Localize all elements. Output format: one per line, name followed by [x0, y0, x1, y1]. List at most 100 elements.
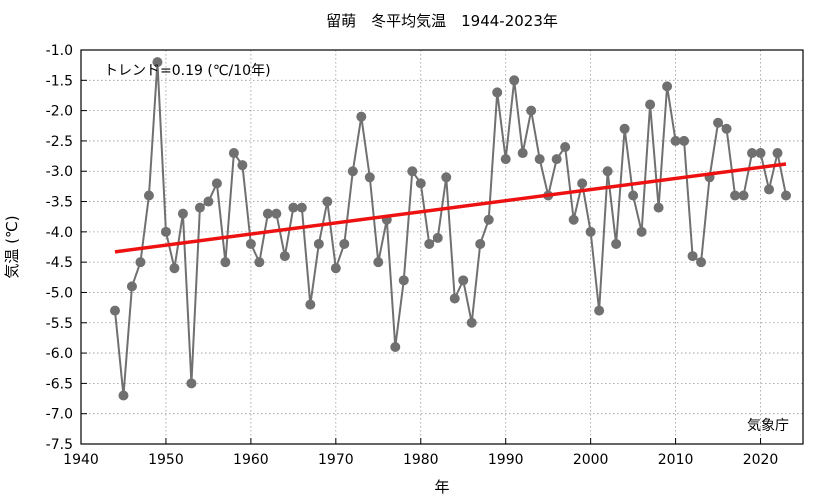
data-point [645, 99, 656, 110]
data-point [551, 154, 562, 165]
y-tick-label: -4.0 [46, 225, 73, 241]
chart-title: 留萌 冬平均気温 1944-2023年 [326, 12, 558, 30]
data-point [483, 214, 494, 225]
data-point [424, 238, 435, 249]
data-point [322, 196, 333, 207]
data-point [203, 196, 214, 207]
data-point [628, 190, 639, 201]
data-point [653, 202, 664, 213]
data-point [373, 257, 384, 268]
data-point [738, 190, 749, 201]
data-point [500, 154, 511, 165]
data-point [126, 281, 137, 292]
data-point [534, 154, 545, 165]
x-tick-label: 1960 [233, 452, 269, 468]
data-point [356, 111, 367, 122]
data-point [118, 390, 129, 401]
data-point [169, 263, 180, 274]
data-point [228, 148, 239, 159]
y-tick-label: -6.5 [46, 376, 73, 392]
y-tick-label: -5.5 [46, 316, 73, 332]
data-point [152, 57, 163, 68]
y-tick-label: -6.0 [46, 346, 73, 362]
data-point [619, 123, 630, 134]
data-point [220, 257, 231, 268]
data-point [330, 263, 341, 274]
data-point [296, 202, 307, 213]
data-point [177, 208, 188, 219]
data-point [407, 166, 418, 177]
y-tick-label: -2.5 [46, 134, 73, 150]
data-point [696, 257, 707, 268]
data-point [449, 293, 460, 304]
x-tick-label: 2020 [743, 452, 779, 468]
x-axis-label: 年 [434, 478, 449, 496]
x-tick-label: 1990 [488, 452, 524, 468]
data-point [237, 160, 248, 171]
grid-lines [81, 50, 803, 444]
data-point [560, 141, 571, 152]
data-point [679, 135, 690, 146]
data-point [526, 105, 537, 116]
x-tick-label: 1940 [63, 452, 99, 468]
data-point [755, 148, 766, 159]
data-point [721, 123, 732, 134]
data-point [432, 232, 443, 243]
trend-label: トレンド=0.19 (℃/10年) [104, 63, 271, 79]
x-tick-label: 1950 [148, 452, 184, 468]
data-point [143, 190, 154, 201]
data-point [347, 166, 358, 177]
y-tick-label: -4.5 [46, 255, 73, 271]
data-point [254, 257, 265, 268]
data-point [730, 190, 741, 201]
data-point [611, 238, 622, 249]
data-point [662, 81, 673, 92]
data-point [772, 148, 783, 159]
data-point [339, 238, 350, 249]
data-point [764, 184, 775, 195]
plot-frame [80, 49, 804, 445]
data-point [594, 305, 605, 316]
data-point [475, 238, 486, 249]
trend-line [114, 162, 787, 254]
series-layer [109, 57, 792, 401]
data-point [109, 305, 120, 316]
y-tick-label: -7.0 [46, 407, 73, 423]
data-point [211, 178, 222, 189]
data-point [186, 378, 197, 389]
data-point [390, 342, 401, 353]
data-point [279, 251, 290, 262]
x-tick-label: 1970 [318, 452, 354, 468]
data-point [271, 208, 282, 219]
data-point [364, 172, 375, 183]
data-point [313, 238, 324, 249]
data-point [636, 226, 647, 237]
data-point [568, 214, 579, 225]
data-point [458, 275, 469, 286]
y-tick-label: -1.5 [46, 73, 73, 89]
data-point [713, 117, 724, 128]
data-point [747, 148, 758, 159]
y-tick-label: -3.5 [46, 195, 73, 211]
y-axis-label: 気温 (℃) [3, 215, 21, 278]
y-tick-label: -2.0 [46, 104, 73, 120]
data-point [492, 87, 503, 98]
series-line [113, 61, 787, 397]
data-point [245, 238, 256, 249]
data-point [781, 190, 792, 201]
data-point [194, 202, 205, 213]
x-tick-label: 2000 [573, 452, 609, 468]
data-point [305, 299, 316, 310]
data-point [602, 166, 613, 177]
data-point [135, 257, 146, 268]
data-point [687, 251, 698, 262]
y-tick-label: -1.0 [46, 43, 73, 59]
data-point [577, 178, 588, 189]
data-point [441, 172, 452, 183]
y-tick-label: -3.0 [46, 164, 73, 180]
y-tick-label: -5.0 [46, 285, 73, 301]
data-point [398, 275, 409, 286]
data-point [262, 208, 273, 219]
data-point [670, 135, 681, 146]
